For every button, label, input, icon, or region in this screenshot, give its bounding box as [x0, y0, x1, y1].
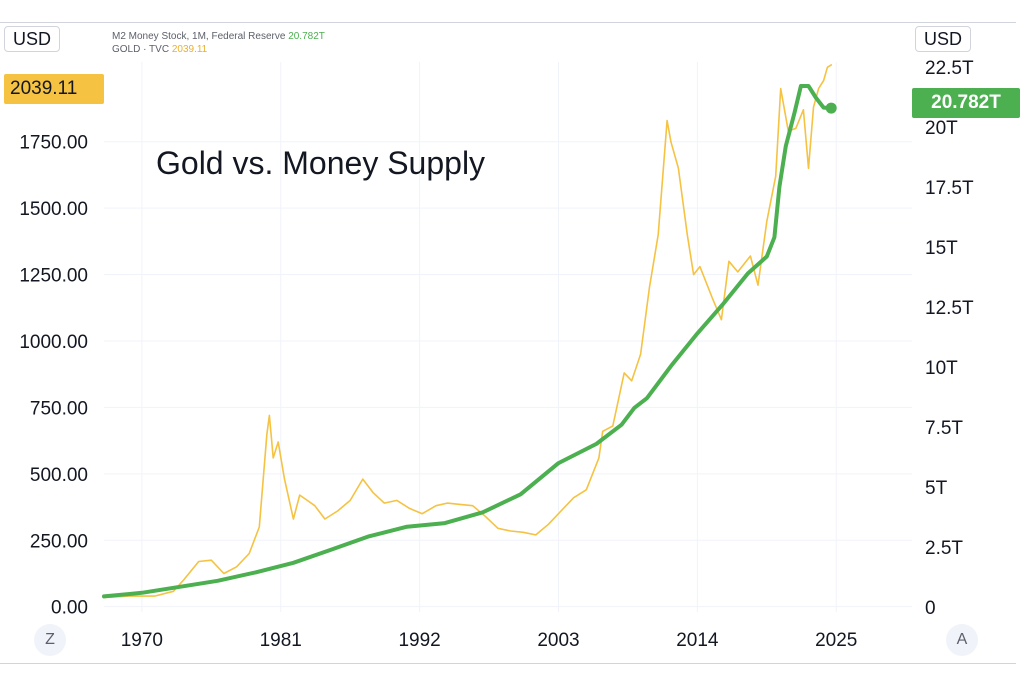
legend-gold[interactable]: GOLD · TVC 2039.11	[112, 43, 325, 56]
left-tick-label: 0.00	[51, 598, 88, 619]
chart-legend: M2 Money Stock, 1M, Federal Reserve 20.7…	[112, 30, 325, 56]
gold-price-tag: 2039.11	[4, 74, 104, 104]
left-tick-label: 250.00	[30, 531, 88, 552]
x-tick-label: 1992	[398, 630, 440, 651]
m2-last-point-marker	[825, 102, 837, 114]
x-tick-label: 2025	[815, 630, 857, 651]
legend-m2[interactable]: M2 Money Stock, 1M, Federal Reserve 20.7…	[112, 30, 325, 43]
left-tick-label: 1750.00	[19, 133, 88, 154]
m2-money-supply-line[interactable]	[102, 84, 834, 599]
right-tick-label: 15T	[925, 238, 958, 259]
legend-gold-value: 2039.11	[171, 44, 208, 55]
right-tick-label: 2.5T	[925, 538, 963, 559]
left-tick-label: 500.00	[30, 465, 88, 486]
left-tick-label: 1000.00	[19, 332, 88, 353]
chart-frame	[0, 22, 1016, 664]
x-tick-label: 2014	[676, 630, 719, 651]
auto-scale-button[interactable]: A	[946, 624, 978, 656]
right-tick-label: 5T	[925, 478, 948, 499]
right-tick-label: 20T	[925, 118, 958, 139]
left-unit-label[interactable]: USD	[4, 26, 61, 52]
gold-price-line[interactable]	[103, 64, 833, 599]
left-tick-label: 1500.00	[19, 199, 88, 220]
right-tick-label: 12.5T	[925, 298, 974, 319]
left-tick-label: 1250.00	[19, 266, 88, 287]
right-tick-label: 7.5T	[925, 418, 963, 439]
right-tick-label: 17.5T	[925, 178, 974, 199]
right-tick-label: 0	[925, 598, 936, 619]
x-tick-label: 2003	[537, 630, 579, 651]
x-tick-label: 1981	[260, 630, 302, 651]
right-tick-label: 22.5T	[925, 58, 974, 79]
legend-m2-value: 20.782T	[288, 31, 325, 42]
m2-price-tag: 20.782T	[912, 88, 1020, 118]
chart-title: Gold vs. Money Supply	[156, 145, 486, 181]
zoom-reset-button[interactable]: Z	[34, 624, 66, 656]
left-tick-label: 750.00	[30, 398, 88, 419]
legend-gold-label: GOLD · TVC	[112, 44, 170, 55]
right-unit-label[interactable]: USD	[915, 26, 972, 52]
right-tick-label: 10T	[925, 358, 958, 379]
legend-m2-label: M2 Money Stock, 1M, Federal Reserve	[112, 31, 286, 42]
x-tick-label: 1970	[121, 630, 163, 651]
